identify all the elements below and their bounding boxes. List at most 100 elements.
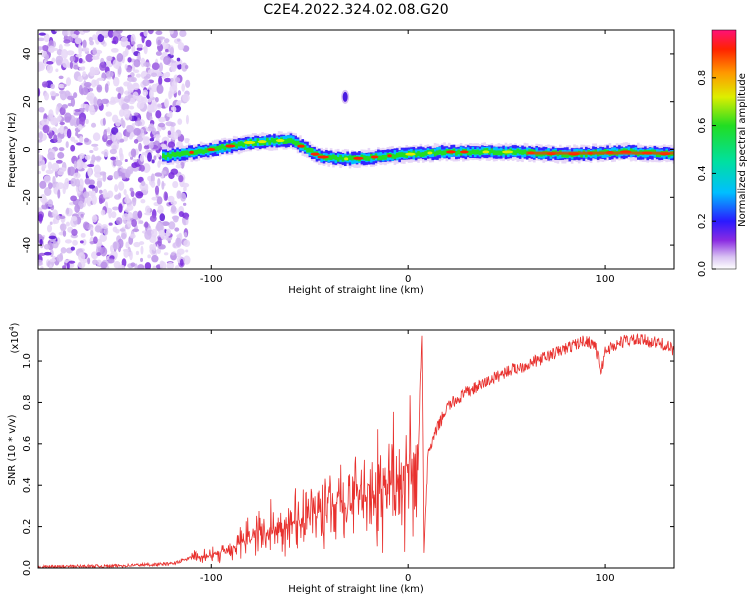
noise-speckle: [74, 204, 80, 213]
noise-speckle: [87, 167, 92, 178]
noise-speckle: [149, 138, 155, 142]
noise-speckle: [103, 228, 109, 236]
noise-speckle: [38, 207, 43, 212]
ridge-cell: [202, 149, 205, 155]
noise-speckle: [112, 206, 119, 211]
noise-speckle: [132, 158, 138, 163]
noise-speckle: [148, 89, 154, 99]
ridge-cell: [436, 150, 439, 156]
ridge-peak: [344, 157, 349, 161]
noise-speckle: [144, 262, 152, 269]
noise-speckle: [183, 232, 188, 238]
noise-speckle: [127, 57, 132, 63]
noise-speckle: [63, 43, 71, 47]
noise-speckle: [63, 39, 71, 44]
ridge-cell: [379, 155, 383, 161]
noise-speckle: [91, 214, 98, 223]
noise-speckle: [38, 32, 46, 36]
noise-speckle: [56, 59, 62, 66]
noise-speckle: [132, 228, 140, 233]
noise-speckle: [88, 104, 95, 111]
ridge-cell: [393, 150, 397, 159]
ridge-cell: [306, 147, 309, 153]
noise-speckle: [60, 48, 68, 59]
ridge-cell: [419, 152, 423, 158]
noise-speckle: [69, 55, 76, 62]
noise-speckle: [141, 96, 148, 104]
noise-speckle: [145, 205, 151, 214]
noise-speckle: [82, 221, 90, 230]
ridge-cell: [471, 149, 475, 155]
noise-speckle: [171, 80, 178, 91]
noise-speckle: [82, 238, 87, 246]
noise-speckle: [110, 156, 117, 161]
noise-speckle: [183, 255, 191, 265]
ridge-cell: [563, 152, 567, 158]
noise-speckle: [112, 76, 120, 87]
noise-speckle: [123, 135, 128, 142]
noise-speckle: [142, 89, 149, 97]
ridge-peak: [225, 144, 236, 148]
ridge-cell: [256, 138, 260, 144]
noise-speckle: [69, 61, 74, 70]
noise-speckle: [98, 189, 103, 194]
noise-speckle: [174, 227, 180, 232]
noise-speckle: [148, 142, 154, 149]
ridge-cell: [457, 149, 461, 155]
ridge-peak: [257, 140, 267, 144]
noise-speckle: [50, 83, 55, 89]
noise-speckle: [143, 62, 151, 67]
ridge-peak: [445, 150, 456, 154]
noise-speckle: [182, 93, 190, 103]
ridge-cell: [218, 145, 222, 151]
colorbar-tick-label: 0.6: [697, 118, 708, 134]
noise-speckle: [71, 33, 77, 39]
noise-speckle: [151, 100, 157, 107]
ridge-cell: [169, 153, 172, 159]
noise-speckle: [110, 47, 119, 53]
noise-speckle: [158, 116, 166, 123]
noise-speckle: [88, 179, 95, 186]
colorbar-tick-label: 0.0: [697, 261, 708, 277]
noise-speckle: [77, 75, 84, 83]
noise-speckle: [48, 109, 54, 119]
noise-speckle: [143, 145, 150, 150]
ridge-cell: [221, 143, 224, 149]
noise-speckle: [84, 154, 91, 161]
noise-speckle: [118, 109, 125, 117]
noise-speckle: [157, 204, 164, 215]
ridge-cell: [266, 137, 269, 143]
ridge-peak: [405, 152, 416, 156]
noise-speckle: [86, 196, 93, 207]
ridge-cell: [332, 154, 335, 160]
noise-speckle: [181, 83, 186, 92]
noise-speckle: [44, 187, 52, 197]
ridge-cell: [488, 149, 491, 155]
noise-speckle: [38, 154, 43, 162]
noise-speckle: [41, 44, 49, 52]
noise-speckle: [38, 63, 45, 71]
noise-speckle: [136, 47, 143, 51]
noise-speckle: [130, 262, 136, 267]
ridge-peak: [207, 148, 216, 152]
noise-speckle: [52, 241, 59, 249]
noise-speckle: [175, 61, 181, 65]
ridge-cell: [412, 151, 416, 160]
noise-speckle: [104, 83, 109, 93]
noise-speckle: [123, 108, 131, 118]
noise-speckle: [83, 82, 92, 88]
noise-speckle: [133, 59, 141, 68]
noise-speckle: [127, 76, 135, 82]
noise-speckle: [149, 215, 157, 222]
noise-speckle: [61, 104, 68, 109]
noise-speckle: [105, 111, 113, 117]
noise-speckle: [161, 170, 167, 175]
ridge-cell: [287, 138, 290, 144]
noise-speckle: [170, 252, 175, 256]
noise-speckle: [80, 232, 86, 238]
noise-speckle: [121, 120, 126, 129]
noise-speckle: [100, 261, 108, 269]
noise-speckle: [93, 79, 100, 86]
noise-speckle: [130, 190, 135, 198]
noise-speckle: [129, 187, 134, 192]
